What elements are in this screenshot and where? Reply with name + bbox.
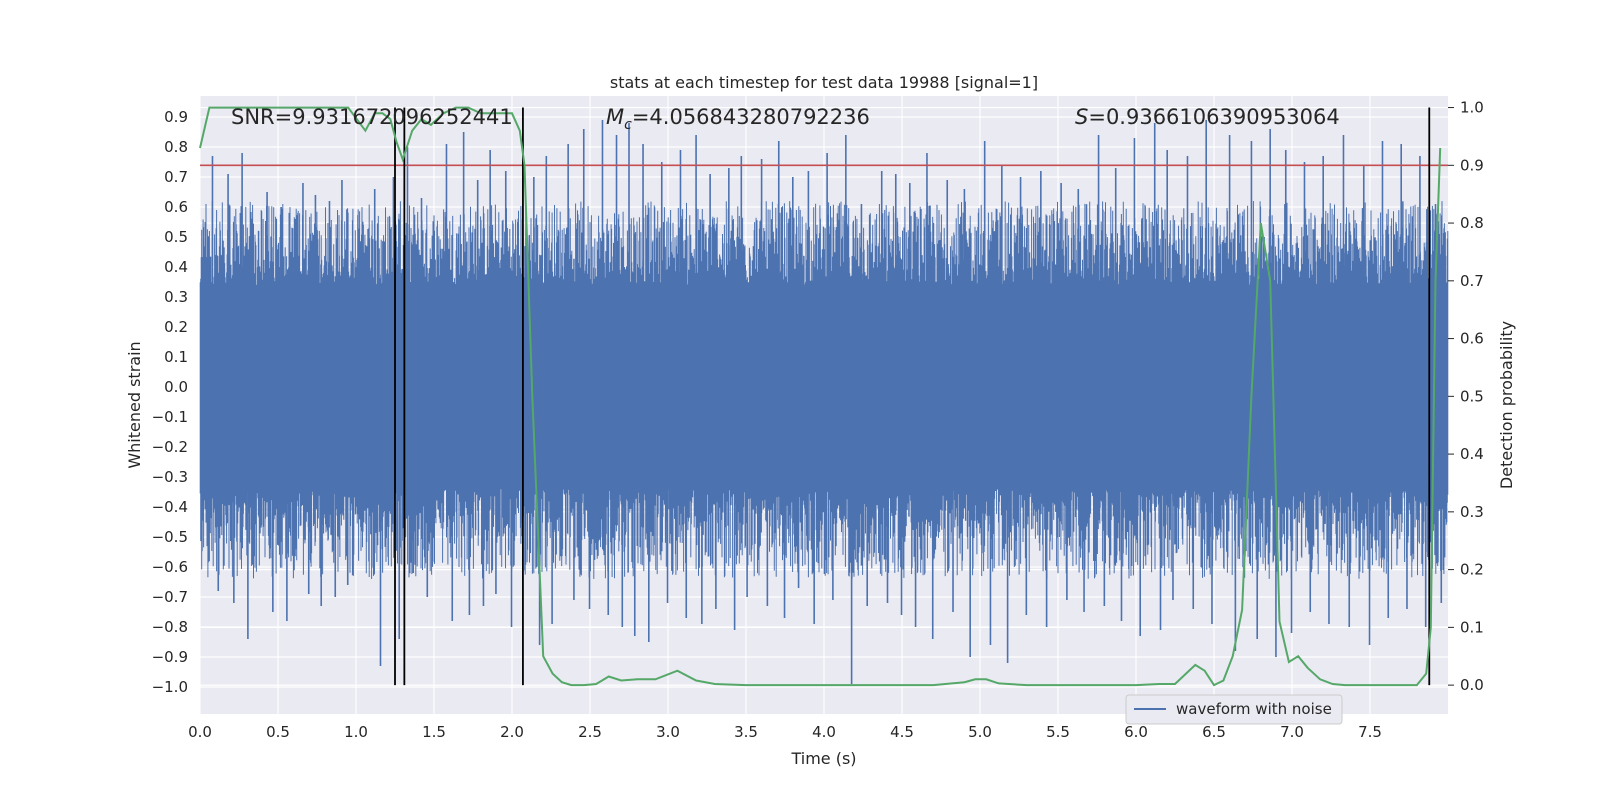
- waveform-series: [199, 120, 1449, 684]
- y-tick-label: −0.8: [152, 618, 188, 636]
- y-tick-label: −0.3: [152, 468, 188, 486]
- right-tick-label: 0.8: [1460, 214, 1484, 232]
- probability-series: [199, 106, 1442, 687]
- y-tick-label: 0.9: [164, 108, 188, 126]
- y-tick-label: 0.5: [164, 228, 188, 246]
- right-tick-label: 0.0: [1460, 676, 1484, 694]
- x-tick-label: 7.5: [1358, 723, 1382, 741]
- x-tick-label: 6.5: [1202, 723, 1226, 741]
- y-tick-label: 0.2: [164, 318, 188, 336]
- right-tick-label: 1.0: [1460, 99, 1484, 117]
- y-tick-label: 0.8: [164, 138, 188, 156]
- x-tick-label: 5.0: [968, 723, 992, 741]
- right-tick-label: 0.2: [1460, 561, 1484, 579]
- y-tick-label: −0.7: [152, 588, 188, 606]
- x-tick-label: 3.5: [734, 723, 758, 741]
- y-tick-label: −0.9: [152, 648, 188, 666]
- legend-label: waveform with noise: [1176, 700, 1332, 718]
- x-tick-label: 0.5: [266, 723, 290, 741]
- event-markers: [394, 107, 1431, 686]
- x-tick-label: 5.5: [1046, 723, 1070, 741]
- y-tick-label: −0.1: [152, 408, 188, 426]
- right-tick-label: 0.1: [1460, 618, 1484, 636]
- right-tick-label: 0.5: [1460, 387, 1484, 405]
- probability-line: [199, 106, 1442, 687]
- y-tick-label: −0.2: [152, 438, 188, 456]
- y-axis-ticks: 0.9 0.8 0.7 0.6 0.5 0.4 0.3 0.2 0.1 0.0 −0.1 −0.2 −0…: [152, 108, 188, 696]
- y-tick-label: 0.1: [164, 348, 188, 366]
- right-axis-label: Detection probability: [1497, 321, 1516, 489]
- mc-value: =4.056843280792236: [632, 105, 870, 129]
- x-tick-label: 7.0: [1280, 723, 1304, 741]
- mc-label: M: [606, 105, 624, 129]
- s-value: =0.9366106390953064: [1088, 105, 1339, 129]
- x-tick-label: 1.0: [344, 723, 368, 741]
- y-tick-label: −1.0: [152, 678, 188, 696]
- right-tick-label: 0.9: [1460, 156, 1484, 174]
- y-tick-label: −0.5: [152, 528, 188, 546]
- y-tick-label: 0.4: [164, 258, 188, 276]
- right-tick-label: 0.7: [1460, 272, 1484, 290]
- y-tick-label: 0.6: [164, 198, 188, 216]
- y-tick-label: 0.7: [164, 168, 188, 186]
- mc-subscript: c: [624, 117, 632, 133]
- s-annotation: S=0.9366106390953064: [1075, 105, 1340, 129]
- legend: waveform with noise: [1125, 694, 1343, 725]
- chart-title: stats at each timestep for test data 199…: [610, 73, 1038, 92]
- y-tick-label: 0.3: [164, 288, 188, 306]
- mc-annotation: Mc=4.056843280792236: [606, 105, 870, 133]
- x-tick-label: 4.0: [812, 723, 836, 741]
- x-axis-ticks: 0.0 0.5 1.0 1.5 2.0 2.5 3.0 3.5 4.0 4.5 5.0 5.5 6.0 6…: [188, 723, 1382, 741]
- right-tick-label: 0.6: [1460, 330, 1484, 348]
- x-axis-label: Time (s): [790, 749, 856, 768]
- s-label: S: [1075, 105, 1088, 129]
- legend-box: [1125, 694, 1343, 725]
- x-tick-label: 0.0: [188, 723, 212, 741]
- y-tick-label: −0.6: [152, 558, 188, 576]
- x-tick-label: 6.0: [1124, 723, 1148, 741]
- x-tick-label: 2.5: [578, 723, 602, 741]
- y-tick-label: 0.0: [164, 378, 188, 396]
- snr-annotation: SNR=9.931672096252441: [231, 105, 513, 129]
- right-axis-ticks: 1.0 0.9 0.8 0.7 0.6 0.5 0.4 0.3 0.2 0.1 0.0: [1448, 99, 1484, 694]
- right-tick-label: 0.3: [1460, 503, 1484, 521]
- x-tick-label: 4.5: [890, 723, 914, 741]
- y-axis-label: Whitened strain: [125, 341, 144, 468]
- y-tick-label: −0.4: [152, 498, 188, 516]
- right-tick-label: 0.4: [1460, 445, 1484, 463]
- x-tick-label: 2.0: [500, 723, 524, 741]
- x-tick-label: 1.5: [422, 723, 446, 741]
- x-tick-label: 3.0: [656, 723, 680, 741]
